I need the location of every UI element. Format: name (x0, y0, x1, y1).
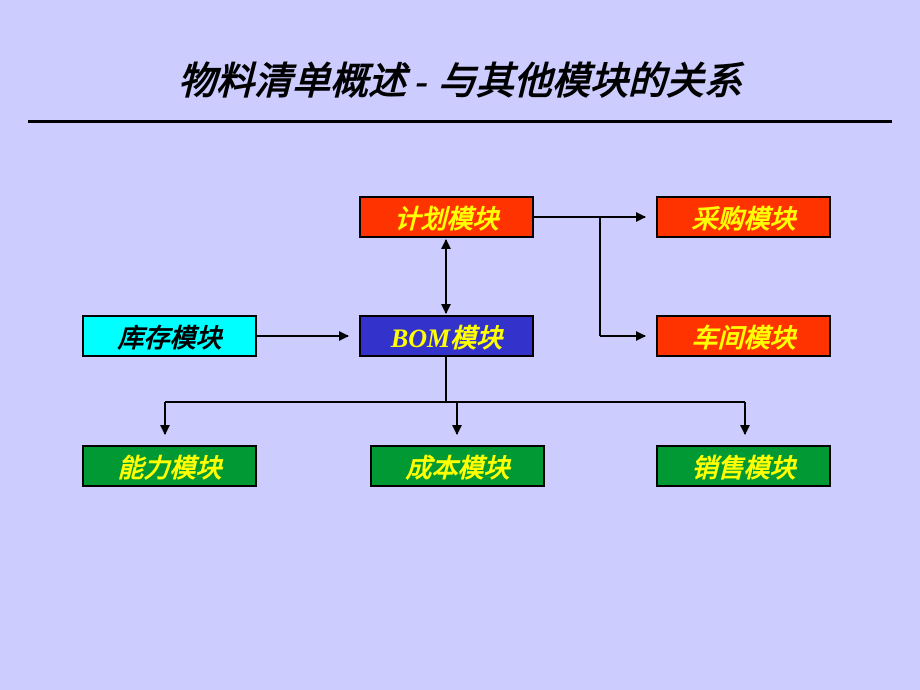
node-bom: BOM模块 (359, 315, 534, 357)
node-workshop: 车间模块 (656, 315, 831, 357)
node-planning: 计划模块 (359, 196, 534, 238)
node-capacity: 能力模块 (82, 445, 257, 487)
node-cost: 成本模块 (370, 445, 545, 487)
node-inventory: 库存模块 (82, 315, 257, 357)
node-sales: 销售模块 (656, 445, 831, 487)
title-divider (28, 120, 892, 123)
page-title: 物料清单概述 - 与其他模块的关系 (0, 50, 920, 105)
node-purchasing: 采购模块 (656, 196, 831, 238)
